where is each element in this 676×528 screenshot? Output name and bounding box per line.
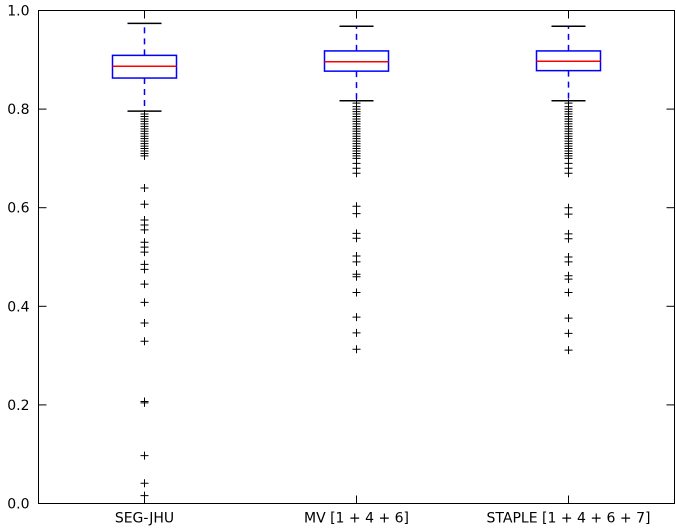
outlier-point — [564, 275, 573, 284]
box-group — [111, 22, 178, 500]
outlier-point — [352, 234, 361, 243]
outlier-point — [140, 319, 149, 328]
outlier-point — [564, 314, 573, 323]
outlier-point — [140, 280, 149, 289]
plot-area — [111, 22, 602, 500]
box-group — [535, 25, 602, 355]
outlier-point — [140, 225, 149, 234]
outlier-point — [140, 298, 149, 307]
outlier-point — [564, 234, 573, 243]
outlier-point — [564, 346, 573, 355]
outlier-point — [352, 313, 361, 322]
outlier-point — [352, 272, 361, 281]
outlier-point — [352, 209, 361, 218]
y-tick-label: 1.0 — [7, 4, 29, 20]
x-tick-label: STAPLE [1 + 4 + 6 + 7] — [487, 511, 651, 527]
outlier-point — [140, 248, 149, 257]
outlier-point — [564, 329, 573, 338]
outlier-point — [140, 265, 149, 274]
outlier-point — [564, 257, 573, 266]
outlier-point — [140, 200, 149, 209]
outlier-point — [352, 345, 361, 354]
outlier-point — [564, 210, 573, 219]
outlier-point — [140, 151, 149, 160]
outlier-point — [140, 398, 149, 407]
outlier-point — [140, 479, 149, 488]
y-axis: 0.0 0.2 0.4 0.6 0.8 1.0 — [7, 4, 675, 513]
y-tick-label: 0.4 — [7, 299, 29, 315]
outlier-point — [352, 257, 361, 266]
axes-frame — [38, 10, 675, 504]
outlier-point — [352, 169, 361, 178]
y-tick-label: 0.0 — [7, 497, 29, 513]
box-group — [323, 25, 390, 354]
outlier-point — [564, 288, 573, 297]
outlier-point — [140, 183, 149, 192]
outlier-point — [352, 288, 361, 297]
outlier-point — [352, 328, 361, 337]
x-tick-label: MV [1 + 4 + 6] — [304, 511, 409, 527]
y-tick-label: 0.8 — [7, 102, 29, 118]
y-tick-label: 0.2 — [7, 398, 29, 414]
outlier-point — [564, 169, 573, 178]
outlier-point — [140, 451, 149, 460]
y-tick-label: 0.6 — [7, 201, 29, 217]
x-tick-label: SEG-JHU — [115, 511, 174, 527]
outlier-point — [352, 202, 361, 211]
x-axis: SEG-JHU MV [1 + 4 + 6] STAPLE [1 + 4 + 6 +… — [115, 10, 651, 527]
outlier-point — [140, 337, 149, 346]
